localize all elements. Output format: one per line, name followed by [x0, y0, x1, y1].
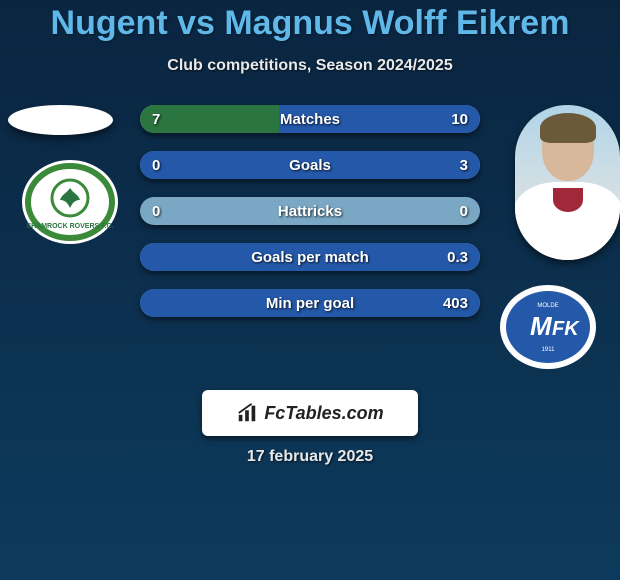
stat-value-left: 0 — [152, 203, 160, 220]
svg-text:SHAMROCK ROVERS F.C.: SHAMROCK ROVERS F.C. — [26, 223, 113, 230]
stat-value-right: 0 — [460, 203, 468, 220]
svg-text:M: M — [530, 311, 553, 341]
stat-value-left: 0 — [152, 157, 160, 174]
stat-value-right: 3 — [460, 157, 468, 174]
stat-bar: 0 Goals 3 — [140, 151, 480, 179]
club-crest-right: M FK MOLDE 1911 — [498, 285, 598, 370]
stat-label: Hattricks — [278, 203, 342, 220]
chart-icon — [236, 402, 258, 424]
player-left-photo — [8, 105, 113, 135]
stat-bar: 0 Hattricks 0 — [140, 197, 480, 225]
stat-value-right: 0.3 — [447, 249, 468, 266]
date-label: 17 february 2025 — [247, 448, 373, 466]
stat-label: Matches — [280, 111, 340, 128]
club-crest-left: SHAMROCK ROVERS F.C. — [20, 160, 120, 245]
page-title: Nugent vs Magnus Wolff Eikrem — [0, 0, 620, 43]
stat-label: Goals — [289, 157, 331, 174]
stat-value-right: 10 — [451, 111, 468, 128]
stat-bar: Goals per match 0.3 — [140, 243, 480, 271]
player-right-photo — [515, 105, 620, 260]
stat-label: Min per goal — [266, 295, 354, 312]
stat-bar: Min per goal 403 — [140, 289, 480, 317]
stat-value-left: 7 — [152, 111, 160, 128]
stat-bar: 7 Matches 10 — [140, 105, 480, 133]
bar-fill-left — [140, 105, 279, 133]
comparison-panel: SHAMROCK ROVERS F.C. M FK MOLDE 1911 7 Ma… — [0, 105, 620, 405]
svg-text:1911: 1911 — [542, 347, 556, 353]
attribution-text: FcTables.com — [264, 403, 383, 424]
stat-bars: 7 Matches 10 0 Goals 3 0 Hattricks 0 Goals per ma… — [140, 105, 480, 335]
svg-text:MOLDE: MOLDE — [537, 303, 558, 309]
svg-text:FK: FK — [552, 318, 580, 340]
attribution-badge: FcTables.com — [202, 390, 418, 436]
stat-label: Goals per match — [251, 249, 369, 266]
stat-value-right: 403 — [443, 295, 468, 312]
subtitle: Club competitions, Season 2024/2025 — [0, 57, 620, 75]
